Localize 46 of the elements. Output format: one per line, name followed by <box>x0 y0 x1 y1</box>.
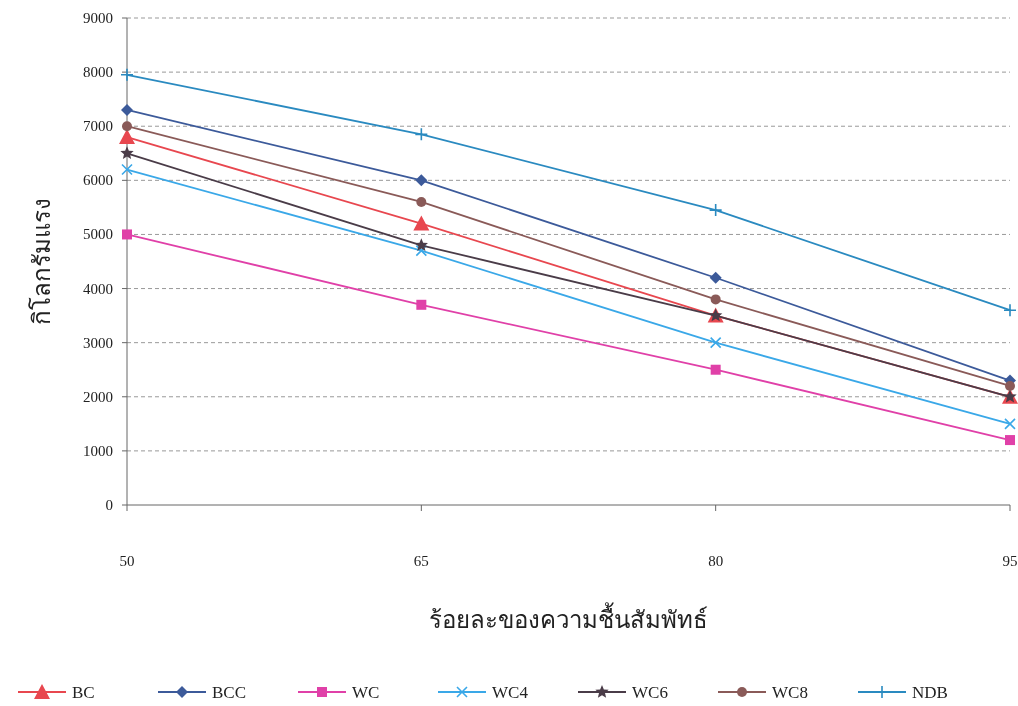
point <box>120 68 134 82</box>
point <box>416 299 427 310</box>
point <box>120 146 134 159</box>
y-tick-label: 9000 <box>83 10 113 26</box>
point <box>708 203 723 217</box>
point <box>414 238 428 251</box>
point <box>415 174 428 187</box>
legend-label: WC <box>352 683 380 702</box>
y-tick-label: 7000 <box>83 118 113 135</box>
point <box>1003 303 1017 317</box>
point <box>415 244 428 257</box>
point <box>122 121 132 132</box>
point <box>710 364 721 375</box>
point <box>121 103 133 116</box>
y-tick-label: 0 <box>105 497 113 513</box>
y-tick-label: 2000 <box>83 388 113 405</box>
y-tick-label: 6000 <box>83 172 113 189</box>
legend-label: WC6 <box>632 683 668 702</box>
point <box>1004 418 1016 430</box>
x-tick-label: 80 <box>708 553 724 569</box>
point <box>1005 435 1015 446</box>
point <box>119 129 135 145</box>
y-tick-label: 8000 <box>83 64 113 81</box>
y-tick-label: 1000 <box>83 442 113 459</box>
point <box>414 127 429 142</box>
legend-label: BC <box>72 683 95 702</box>
x-tick-label: 95 <box>1002 553 1018 569</box>
y-axis-title: กิโลกรัมแรง <box>28 198 56 325</box>
legend-label: WC4 <box>492 683 529 702</box>
y-tick-label: 3000 <box>83 334 113 351</box>
y-tick-label: 4000 <box>83 280 113 297</box>
point <box>710 294 721 305</box>
point <box>416 196 427 207</box>
point <box>709 336 722 349</box>
point <box>413 215 430 231</box>
x-axis-title: ร้อยละของความชื้นสัมพัทธ์ <box>429 602 708 634</box>
legend-label: WC8 <box>772 683 808 702</box>
legend-label: NDB <box>912 683 948 702</box>
y-tick-label: 5000 <box>83 226 113 243</box>
x-tick-label: 65 <box>413 553 429 569</box>
point <box>1005 380 1015 391</box>
point <box>122 229 132 240</box>
point <box>121 163 133 176</box>
x-tick-label: 50 <box>119 553 135 569</box>
point <box>709 271 722 284</box>
legend-label: BCC <box>212 683 247 702</box>
